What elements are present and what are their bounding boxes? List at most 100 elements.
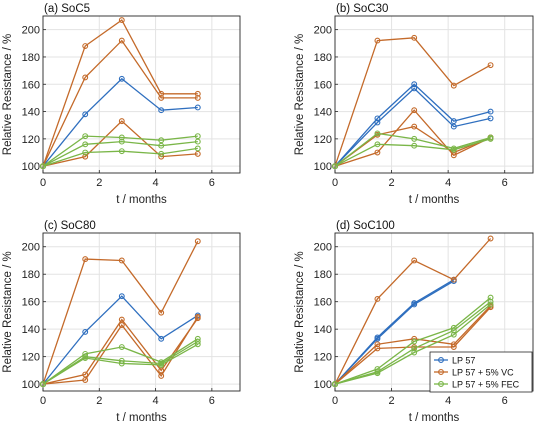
- data-point: [411, 85, 418, 92]
- y-tick-label: 120: [314, 352, 332, 364]
- data-point: [487, 294, 494, 301]
- chart-panel-1: 0 2 4 6 100 120 140 160 180 200 (a) SoC5 t / months…: [2, 3, 241, 206]
- data-point: [118, 293, 125, 300]
- data-point: [194, 338, 201, 345]
- data-point: [411, 345, 418, 352]
- data-point: [158, 372, 165, 379]
- y-tick-label: 100: [314, 161, 332, 173]
- data-point: [411, 135, 418, 142]
- y-tick-label: 120: [314, 134, 332, 146]
- x-tick-label: 2: [96, 177, 102, 189]
- data-point: [82, 74, 89, 81]
- series-line: [334, 87, 491, 167]
- series-line: [334, 37, 491, 167]
- chart-panel-3: 0 2 4 6 100 120 140 160 180 200 (c) SoC80 t / month…: [2, 220, 241, 424]
- data-point: [374, 37, 381, 44]
- data-point: [40, 163, 46, 170]
- x-tick-label: 2: [389, 395, 395, 407]
- series-line: [334, 132, 491, 167]
- series-line: [42, 317, 199, 385]
- data-point: [450, 82, 457, 89]
- series-line: [334, 303, 492, 385]
- data-point: [411, 123, 418, 130]
- data-point: [374, 335, 381, 342]
- x-tick-label: 4: [445, 395, 451, 407]
- data-point: [118, 360, 125, 367]
- data-point: [194, 94, 201, 101]
- data-point: [158, 142, 165, 149]
- data-point: [450, 327, 457, 334]
- x-axis-label: t / months: [409, 194, 460, 206]
- series-line: [42, 147, 198, 167]
- y-tick-label: 100: [22, 161, 40, 173]
- data-point: [487, 108, 494, 115]
- data-point: [411, 257, 418, 264]
- data-point: [411, 107, 418, 114]
- series-line: [42, 140, 198, 167]
- y-axis-label: Relative Resistance / %: [294, 251, 306, 372]
- y-tick-label: 160: [22, 297, 40, 309]
- legend-swatch-marker: [438, 381, 444, 387]
- data-point: [332, 163, 338, 170]
- data-point: [487, 135, 494, 142]
- y-tick-label: 180: [314, 52, 332, 64]
- data-point: [487, 62, 494, 69]
- data-point: [332, 381, 338, 388]
- data-point: [118, 344, 125, 350]
- data-point: [487, 115, 494, 122]
- data-point: [118, 37, 125, 44]
- data-point: [118, 316, 125, 323]
- x-axis-label: t / months: [409, 412, 460, 424]
- data-point: [194, 145, 201, 152]
- data-point: [374, 370, 381, 377]
- legend-swatch-marker: [438, 357, 444, 363]
- y-tick-label: 200: [314, 25, 332, 37]
- data-point: [82, 149, 89, 156]
- y-tick-label: 140: [314, 324, 332, 336]
- data-point: [158, 335, 165, 342]
- x-tick-label: 4: [153, 395, 159, 407]
- series-line: [334, 138, 491, 167]
- data-point: [487, 298, 494, 305]
- x-tick-label: 0: [40, 395, 46, 407]
- data-point: [374, 341, 381, 348]
- x-tick-label: 0: [332, 177, 338, 189]
- y-tick-label: 160: [314, 79, 332, 91]
- data-point: [450, 146, 457, 153]
- data-point: [194, 104, 201, 111]
- y-tick-label: 100: [314, 379, 332, 391]
- chart-panel-2: 0 2 4 6 100 120 140 160 180 200 (b) SoC30 t / month…: [294, 3, 534, 206]
- data-point: [450, 331, 457, 338]
- x-tick-label: 4: [445, 177, 451, 189]
- data-point: [194, 133, 201, 140]
- panel-title: (c) SoC80: [44, 220, 96, 232]
- series-line: [334, 109, 491, 167]
- data-point: [40, 381, 46, 388]
- x-tick-label: 6: [502, 395, 508, 407]
- data-point: [374, 149, 381, 156]
- data-point: [411, 349, 418, 356]
- series-line: [42, 120, 198, 167]
- series-line: [334, 125, 491, 167]
- data-point: [194, 150, 201, 157]
- legend-swatch-marker: [438, 369, 444, 375]
- data-point: [374, 130, 381, 137]
- series-line: [334, 306, 492, 385]
- series-line: [42, 19, 198, 167]
- x-tick-label: 4: [153, 177, 159, 189]
- x-tick-label: 2: [389, 177, 395, 189]
- series-line: [42, 39, 198, 167]
- data-point: [158, 94, 165, 101]
- series-line: [42, 135, 198, 167]
- data-point: [118, 134, 125, 141]
- panel-title: (b) SoC30: [336, 3, 388, 15]
- x-axis-label: t / months: [116, 412, 167, 424]
- legend-label: LP 57 + 5% VC: [452, 368, 514, 378]
- series-line: [42, 338, 199, 385]
- data-point: [487, 235, 494, 242]
- data-point: [194, 335, 201, 342]
- y-axis-label: Relative Resistance / %: [294, 34, 306, 155]
- series-line: [334, 280, 455, 385]
- series-line: [334, 83, 491, 167]
- series-line: [42, 343, 199, 385]
